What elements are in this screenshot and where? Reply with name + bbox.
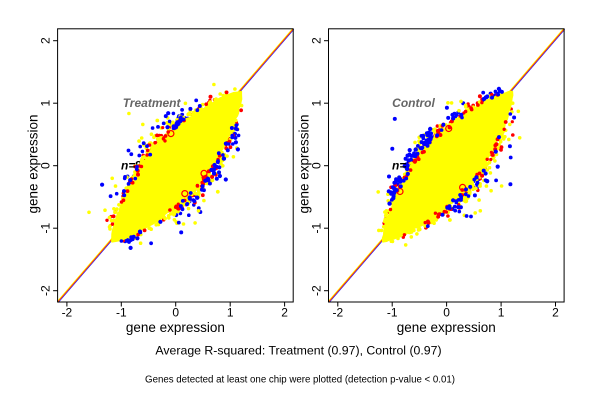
svg-text:n=: n= [121,158,135,172]
svg-text:-2: -2 [309,285,323,296]
svg-text:-1: -1 [387,306,398,320]
svg-text:-1: -1 [309,223,323,234]
svg-text:0: 0 [309,162,323,169]
svg-text:-2: -2 [39,285,53,296]
svg-text:1: 1 [39,100,53,107]
svg-text:gene expression: gene expression [126,320,225,335]
svg-text:-2: -2 [62,306,73,320]
svg-text:1: 1 [498,306,505,320]
svg-text:gene expression: gene expression [26,114,41,213]
svg-text:Treatment: Treatment [123,96,182,110]
svg-text:gene expression: gene expression [296,114,311,213]
svg-text:n=: n= [392,158,406,172]
svg-text:0: 0 [39,162,53,169]
svg-text:2: 2 [281,306,288,320]
svg-text:1: 1 [309,100,323,107]
svg-text:Average R-squared: Treatment (: Average R-squared: Treatment (0.97), Con… [155,343,441,357]
svg-text:2: 2 [309,37,323,44]
svg-text:0: 0 [172,306,179,320]
svg-text:Genes detected at least one ch: Genes detected at least one chip were pl… [145,375,455,386]
svg-text:2: 2 [552,306,559,320]
svg-text:-1: -1 [116,306,127,320]
svg-text:2: 2 [39,37,53,44]
svg-text:gene expression: gene expression [397,320,496,335]
svg-text:1: 1 [227,306,234,320]
svg-text:-2: -2 [332,306,343,320]
svg-text:-1: -1 [39,223,53,234]
svg-text:0: 0 [443,306,450,320]
svg-text:Control: Control [392,96,435,110]
